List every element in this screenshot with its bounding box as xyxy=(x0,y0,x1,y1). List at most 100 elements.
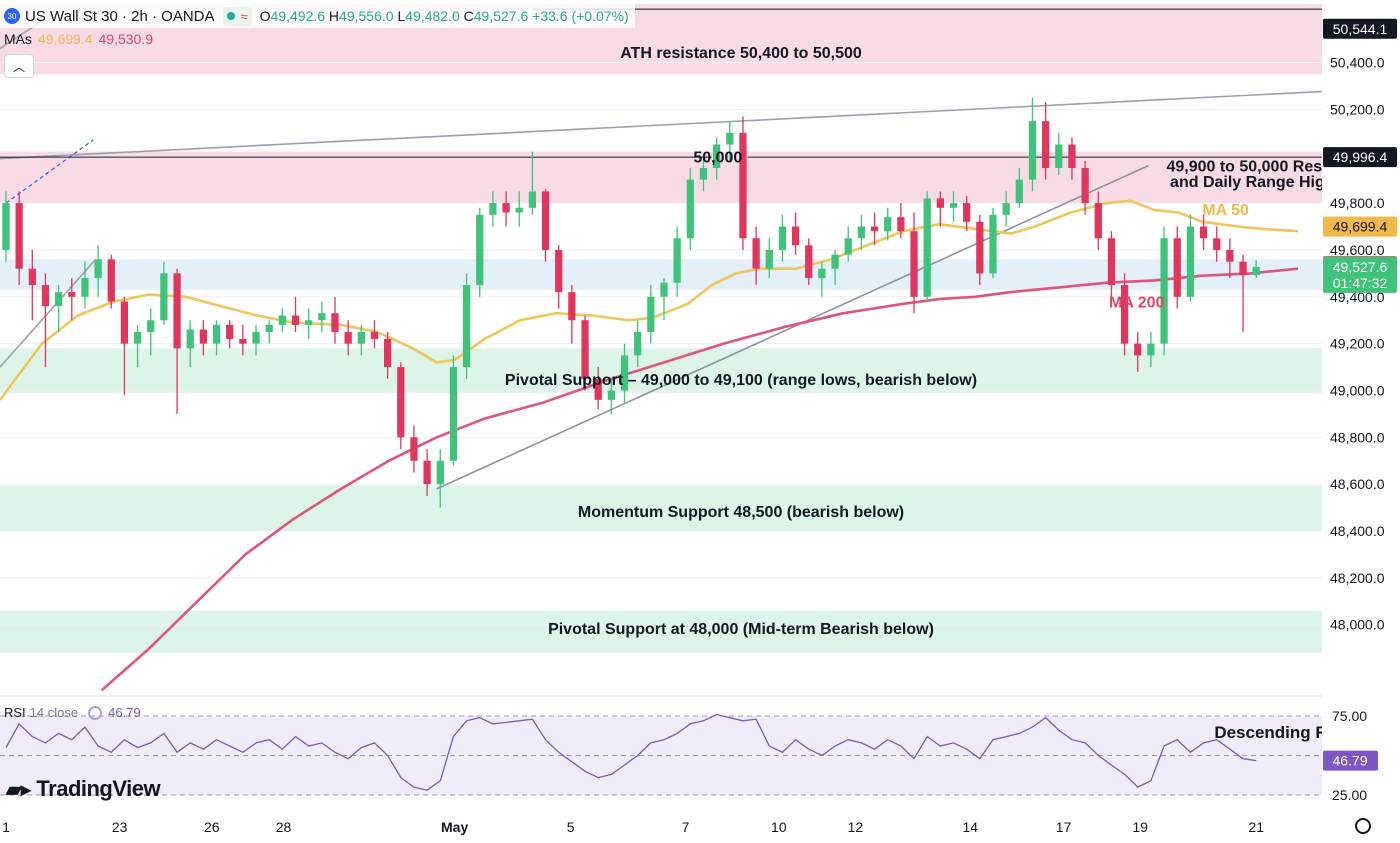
ma-legend-label: MAs xyxy=(4,31,32,47)
time-tick-label-0: 1 xyxy=(2,819,10,835)
trendline-4 xyxy=(5,139,94,204)
tradingview-logo[interactable]: ▰▸ TradingView xyxy=(6,776,161,802)
rsi-value-tag-label: 46.79 xyxy=(1332,753,1367,769)
gear-icon[interactable] xyxy=(1355,818,1371,834)
candle-body-41 xyxy=(541,191,550,250)
time-tick-label-11: 19 xyxy=(1132,819,1148,835)
candle-body-11 xyxy=(147,320,155,332)
candle-body-44 xyxy=(581,320,589,379)
candle-body-21 xyxy=(278,315,286,325)
candle-body-91 xyxy=(1199,226,1208,239)
rsi-legend[interactable]: RSI 14 close 46.79 xyxy=(4,705,141,720)
candle-body-3 xyxy=(41,285,50,307)
candle-body-68 xyxy=(897,217,905,232)
candle-body-93 xyxy=(1226,249,1234,262)
candle-body-1 xyxy=(15,203,23,269)
zone-label-5: Pivotal Support at 48,000 (Mid-term Bear… xyxy=(548,621,934,638)
price-tag-label-2: 49,699.4 xyxy=(1333,219,1388,235)
annotation-2: and Daily Range Highs xyxy=(1170,174,1343,191)
candle-body-36 xyxy=(476,214,484,286)
candle-body-24 xyxy=(318,313,326,321)
candle-body-2 xyxy=(28,268,36,286)
candle-body-17 xyxy=(226,324,234,339)
price-tick-label-12: 50,400.0 xyxy=(1330,55,1385,71)
candle-body-64 xyxy=(844,238,852,255)
time-tick-label-12: 21 xyxy=(1248,819,1264,835)
candle-body-28 xyxy=(370,331,379,339)
zone-support-3 xyxy=(0,348,1322,393)
candle-body-27 xyxy=(357,331,365,344)
time-tick-label-10: 17 xyxy=(1056,819,1072,835)
candle-body-9 xyxy=(120,301,129,344)
candle-body-45 xyxy=(594,378,602,400)
candle-body-14 xyxy=(186,329,194,349)
price-tick-label-1: 48,200.0 xyxy=(1330,570,1385,586)
candle-body-75 xyxy=(989,214,997,274)
candle-body-69 xyxy=(910,231,918,297)
candle-body-48 xyxy=(634,331,642,356)
countdown-label-4: 01:47:32 xyxy=(1333,275,1388,291)
candle-body-61 xyxy=(805,245,813,279)
candle-body-22 xyxy=(291,315,300,325)
trendline-2 xyxy=(0,258,97,368)
candle-body-19 xyxy=(252,331,260,344)
candle-body-82 xyxy=(1081,167,1089,204)
candle-body-13 xyxy=(173,273,181,349)
candle-body-56 xyxy=(739,132,747,239)
time-axis[interactable]: 1 23 26 28 May 5 7 10 12 14 17 19 21 xyxy=(0,810,1322,843)
candle-body-80 xyxy=(1055,144,1063,168)
zone-support-4 xyxy=(0,485,1322,532)
candle-body-57 xyxy=(752,238,760,269)
ma50-value: 49,699.4 xyxy=(38,31,93,47)
candle-body-46 xyxy=(607,390,615,400)
price-tag-label-1: 49,996.4 xyxy=(1333,149,1388,165)
candle-body-86 xyxy=(1134,343,1142,356)
time-tick-label-1: 23 xyxy=(112,819,128,835)
ma-legend[interactable]: MAs 49,699.4 49,530.9 xyxy=(4,31,153,47)
candle-body-76 xyxy=(1002,203,1010,215)
candle-body-59 xyxy=(778,226,787,250)
candle-body-88 xyxy=(1160,238,1168,344)
candle-body-73 xyxy=(963,203,971,222)
candle-body-90 xyxy=(1186,226,1195,297)
price-tick-label-4: 48,800.0 xyxy=(1330,429,1385,445)
tradingview-mark-icon: ▰▸ xyxy=(6,778,31,801)
ohlc-readout: O49,492.6 H49,556.0 L49,482.0 C49,527.6 … xyxy=(259,8,629,24)
candle-body-43 xyxy=(568,292,576,321)
candle-body-85 xyxy=(1120,285,1129,344)
time-tick-label-7: 10 xyxy=(771,819,787,835)
price-tag-label-0: 50,544.1 xyxy=(1333,21,1388,37)
price-axis[interactable]: 48,000.0 48,200.0 48,400.0 48,600.0 48,800.0… xyxy=(1322,0,1400,843)
candle-body-33 xyxy=(436,460,444,485)
time-axis-bg xyxy=(0,810,1322,843)
lines-layer xyxy=(0,8,1400,692)
zone-label-4: Momentum Support 48,500 (bearish below) xyxy=(578,504,904,521)
candle-body-78 xyxy=(1028,121,1037,180)
symbol-badge[interactable]: 30 xyxy=(4,8,20,24)
wave-icon: ≈ xyxy=(240,8,248,24)
candle-body-52 xyxy=(686,179,694,239)
price-tag-2 xyxy=(1323,216,1397,237)
collapse-legend-button[interactable]: ︿ xyxy=(4,54,34,78)
candle-body-15 xyxy=(199,329,208,344)
ma200-value: 49,530.9 xyxy=(98,31,154,47)
price-tag-label-4: 49,527.6 xyxy=(1333,259,1388,275)
candle-body-53 xyxy=(699,167,708,180)
rsi-value-tag xyxy=(1323,750,1378,771)
candle-body-4 xyxy=(55,292,63,307)
candle-body-30 xyxy=(397,367,405,438)
price-tick-label-8: 49,600.0 xyxy=(1330,242,1385,258)
candle-body-77 xyxy=(1015,179,1023,204)
price-tick-label-9: 49,800.0 xyxy=(1330,195,1385,211)
time-tick-label-2: 26 xyxy=(204,819,220,835)
trendline-1 xyxy=(436,164,1149,490)
candle-body-32 xyxy=(423,460,431,485)
time-tick-label-6: 7 xyxy=(682,819,690,835)
candle-body-62 xyxy=(818,268,826,279)
symbol-title[interactable]: US Wall St 30 · 2h · OANDA xyxy=(25,7,215,25)
annotation-0: 50,000 xyxy=(693,149,742,166)
candle-body-94 xyxy=(1239,261,1247,276)
candle-body-12 xyxy=(160,273,168,321)
status-indicator[interactable]: ≈ xyxy=(222,6,252,26)
